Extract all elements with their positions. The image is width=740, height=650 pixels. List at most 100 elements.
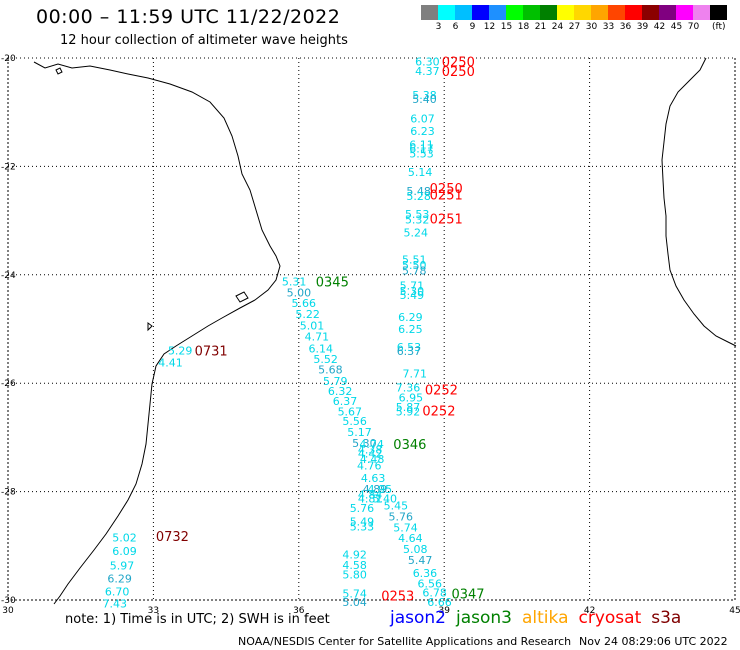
x-tick-label: 39 [438,606,450,616]
legend-label: 9 [469,22,476,32]
legend-label: 36 [619,22,632,32]
pass-time-label: 0252 [425,384,458,399]
swh-value: 5.53 [409,147,434,160]
swh-value: 5.17 [347,426,372,439]
swh-value: 6.29 [107,572,131,585]
swh-value: 5.02 [112,532,137,545]
swh-value: 4.76 [357,460,382,473]
legend-label: 33 [602,22,615,32]
swh-value: 5.40 [372,493,397,506]
legend-label: 39 [636,22,649,32]
satellite-legend-jason3: jason3 [456,608,512,628]
swh-value: 6.30 [415,55,440,68]
swh-value: 5.30 [400,285,425,298]
swh-value: 5.76 [350,502,375,515]
pass-time-label: 0250 [430,182,463,197]
legend-label: 15 [500,22,513,32]
satellite-legend-jason2: jason2 [390,608,446,628]
swh-value: 6.66 [427,596,452,609]
legend-swatch [625,5,642,20]
pass-time-label: 0346 [393,438,426,453]
legend-swatch [642,5,659,20]
legend-swatch [540,5,557,20]
legend-label: 70 [687,22,700,32]
swh-value: 5.40 [412,93,437,106]
swh-value: 6.25 [398,323,423,336]
swh-value: 5.79 [323,375,348,388]
swh-value: 5.14 [408,166,433,179]
legend-swatch [421,5,438,20]
legend-swatch [574,5,591,20]
x-tick-label: 42 [584,606,595,616]
swh-value: 6.37 [333,395,358,408]
legend-label: 21 [534,22,547,32]
africa-coastline [33,61,281,605]
swh-value: 4.63 [361,472,386,485]
swh-value: 4.95 [368,483,393,496]
swh-value: 5.74 [342,587,367,600]
pass-time-label: 0250 [442,55,475,70]
swh-value: 5.74 [393,521,418,534]
x-tick-label: 33 [148,606,159,616]
swh-value: 6.70 [105,585,130,598]
swh-value: 5.38 [412,89,437,102]
legend-swatch [506,5,523,20]
legend-swatch [659,5,676,20]
x-tick-label: 45 [729,606,740,616]
legend-label: 24 [551,22,564,32]
legend-label: 30 [585,22,598,32]
swh-value: 4.71 [305,331,330,344]
pass-time-label: 0347 [451,587,484,602]
swh-value: 4.48 [360,453,385,466]
legend-units: (ft) [712,22,726,32]
swh-value: 5.48 [406,185,431,198]
pass-time-label: 0731 [195,345,228,360]
swh-value: 4.89 [363,483,388,496]
pass-time-label: 0345 [316,275,349,290]
wave-height-values: 6.304.375.385.406.076.236.116.175.535.14… [103,55,452,610]
map-frame [7,57,736,601]
swh-value: 5.24 [403,227,428,240]
swh-value: 6.56 [418,578,443,591]
swh-value: 5.53 [405,208,430,221]
swh-value: 5.49 [350,515,375,528]
swh-value: 5.32 [405,214,430,227]
legend-swatch [438,5,455,20]
pass-time-labels: 0250025002500251025103450731025202520346… [156,55,485,604]
swh-value: 6.95 [399,391,424,404]
swh-value: 7.71 [403,367,428,380]
legend-label: 45 [670,22,683,32]
legend-swatch [710,5,727,20]
swh-value: 5.67 [338,405,363,418]
swh-value: 6.11 [409,139,434,152]
coastlines [33,57,737,605]
swh-value: 4.41 [158,357,183,370]
swh-value: 4.38 [358,443,383,456]
pass-time-label: 0251 [430,212,463,227]
page-subtitle: 12 hour collection of altimeter wave hei… [60,33,348,48]
legend-label: 42 [653,22,666,32]
swh-value: 4.84 [358,488,383,501]
swh-value: 6.23 [410,125,435,138]
pass-time-label: 0253 [381,590,414,605]
legend-label: 18 [517,22,530,32]
satellite-legend-s3a: s3a [651,608,682,628]
swh-value: 5.52 [313,353,338,366]
swh-value: 5.49 [400,289,425,302]
legend-label: 3 [435,22,442,32]
legend-swatch [676,5,693,20]
swh-value: 4.92 [342,548,367,561]
swh-value: 7.43 [103,597,128,610]
swh-value: 6.32 [328,385,353,398]
pass-time-label: 0732 [156,530,189,545]
swh-value: 6.78 [422,586,447,599]
swh-value: 5.66 [292,297,317,310]
swh-value: 5.01 [300,320,325,333]
swh-value: 5.04 [342,596,367,609]
legend-label: 27 [568,22,581,32]
pass-time-label: 0251 [430,189,463,204]
swh-value: 5.78 [402,264,427,277]
map-grid [7,57,736,601]
swh-value: 4.74 [359,438,384,451]
